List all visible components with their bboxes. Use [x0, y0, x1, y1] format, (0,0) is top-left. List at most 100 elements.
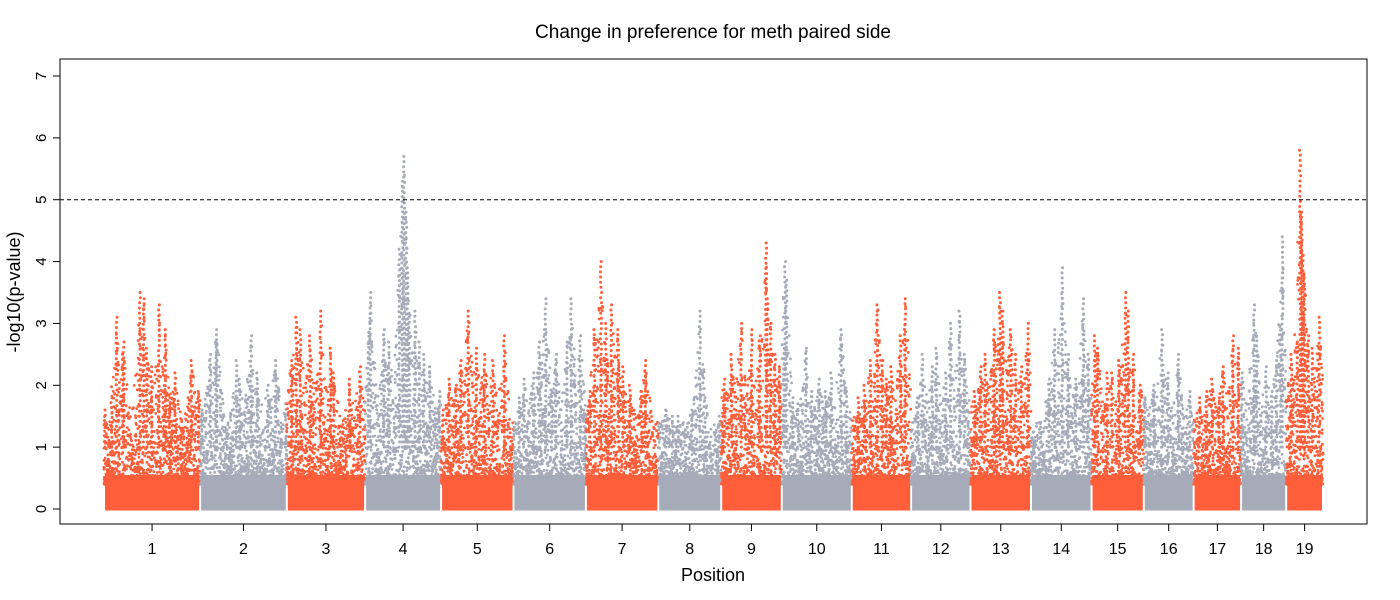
peak-point: [163, 363, 167, 367]
point: [330, 477, 333, 480]
peak-point: [273, 415, 277, 419]
point: [147, 417, 151, 421]
point: [202, 478, 206, 482]
point: [235, 472, 238, 476]
point: [221, 402, 225, 405]
point: [256, 473, 259, 477]
point: [245, 377, 249, 381]
point: [392, 430, 396, 434]
point: [320, 354, 323, 357]
peak-point: [114, 331, 118, 335]
point: [188, 457, 191, 461]
point: [143, 454, 147, 458]
point: [160, 365, 164, 368]
peak-point: [237, 377, 241, 381]
point: [314, 426, 318, 430]
point: [117, 413, 121, 417]
peak-point: [295, 445, 299, 449]
peak-point: [308, 430, 312, 434]
point: [263, 448, 267, 452]
point: [217, 353, 221, 357]
point: [161, 370, 165, 374]
peak-point: [164, 343, 167, 347]
point: [432, 447, 436, 450]
point: [193, 422, 197, 426]
point: [201, 470, 205, 474]
peak-point: [215, 409, 219, 413]
point: [231, 395, 235, 399]
peak-point: [266, 394, 270, 398]
point: [117, 470, 121, 473]
peak-point: [208, 358, 212, 361]
point: [380, 387, 383, 391]
chromosome-4-points: [363, 154, 443, 511]
point: [113, 392, 116, 396]
point: [391, 463, 395, 466]
point: [232, 392, 235, 395]
peak-point: [328, 445, 332, 449]
point: [273, 443, 277, 446]
x-tick-label: 12: [932, 541, 950, 558]
peak-point: [208, 414, 212, 418]
point: [352, 447, 356, 451]
point: [102, 465, 106, 469]
peak-point: [122, 387, 126, 391]
point: [332, 458, 336, 461]
peak-point: [137, 445, 141, 449]
peak-point: [138, 435, 142, 439]
point: [276, 449, 280, 453]
peak-point: [168, 435, 172, 439]
peak-point: [164, 374, 168, 378]
point: [125, 383, 129, 387]
peak-point: [189, 359, 193, 362]
point: [362, 418, 365, 422]
peak-point: [238, 445, 242, 449]
point: [281, 463, 285, 467]
peak-point: [332, 397, 336, 401]
point: [182, 437, 186, 441]
peak-point: [189, 364, 193, 368]
peak-point: [139, 363, 142, 367]
point: [295, 476, 299, 479]
peak-point: [145, 414, 149, 418]
point: [180, 440, 184, 444]
peak-point: [189, 440, 193, 444]
point: [248, 478, 252, 481]
peak-point: [214, 369, 218, 372]
point: [403, 474, 406, 477]
point: [180, 472, 184, 475]
peak-point: [137, 311, 141, 315]
point: [252, 459, 256, 463]
point: [245, 430, 249, 434]
point: [156, 474, 160, 477]
point: [232, 468, 236, 471]
point: [119, 473, 123, 476]
peak-point: [299, 394, 302, 398]
point: [192, 453, 196, 457]
point: [326, 458, 330, 461]
point: [152, 408, 156, 412]
peak-point: [299, 338, 303, 342]
point: [185, 449, 189, 452]
peak-point: [157, 359, 161, 363]
point: [260, 403, 264, 407]
peak-point: [298, 384, 302, 388]
peak-point: [114, 378, 118, 382]
peak-point: [308, 435, 312, 439]
point: [193, 467, 197, 471]
point: [263, 472, 267, 476]
point: [324, 464, 328, 468]
point: [155, 377, 159, 381]
point: [292, 422, 296, 425]
peak-point: [115, 445, 119, 449]
point: [277, 398, 281, 402]
point: [201, 468, 205, 472]
point: [142, 482, 146, 486]
peak-point: [358, 445, 362, 449]
point: [114, 482, 118, 485]
peak-point: [266, 425, 269, 428]
point: [154, 412, 158, 415]
point: [303, 470, 307, 474]
peak-point: [144, 357, 148, 361]
point: [132, 462, 136, 465]
